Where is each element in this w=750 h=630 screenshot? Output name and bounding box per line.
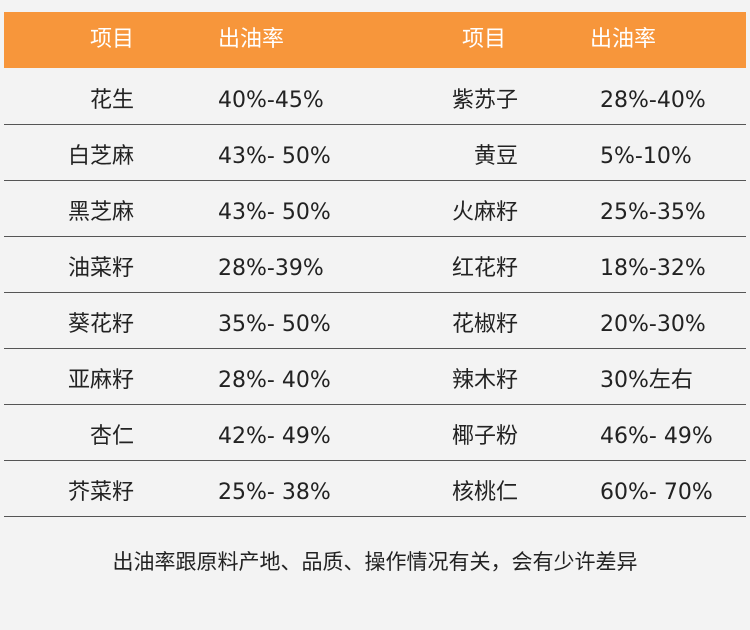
- item-name: 黄豆: [473, 144, 518, 169]
- oil-rate: 25%- 38%: [218, 480, 331, 505]
- row-separator: [4, 292, 746, 293]
- row-separator: [4, 404, 746, 405]
- item-name: 辣木籽: [451, 368, 518, 393]
- oil-rate: 43%- 50%: [218, 144, 331, 169]
- item-name: 芥菜籽: [67, 480, 134, 505]
- header-cell: 项目: [90, 27, 135, 52]
- oil-rate: 60%- 70%: [600, 480, 713, 505]
- oil-rate: 28%-40%: [600, 88, 706, 113]
- oil-rate: 28%-39%: [218, 256, 324, 281]
- item-name: 黑芝麻: [67, 200, 134, 225]
- item-name: 核桃仁: [451, 480, 518, 505]
- oil-rate: 28%- 40%: [218, 368, 331, 393]
- item-name: 紫苏子: [451, 88, 518, 113]
- item-name: 杏仁: [89, 424, 134, 449]
- oil-rate: 5%-10%: [600, 144, 692, 169]
- oil-rate: 35%- 50%: [218, 312, 331, 337]
- item-name: 葵花籽: [67, 312, 134, 337]
- item-name: 椰子粉: [451, 424, 518, 449]
- item-name: 花椒籽: [451, 312, 518, 337]
- oil-rate: 25%-35%: [600, 200, 706, 225]
- header-cell: 项目: [462, 27, 507, 52]
- oil-rate: 30%左右: [600, 368, 693, 393]
- item-name: 亚麻籽: [67, 368, 134, 393]
- oil-rate: 46%- 49%: [600, 424, 713, 449]
- item-name: 火麻籽: [451, 200, 518, 225]
- oil-rate: 42%- 49%: [218, 424, 331, 449]
- row-separator: [4, 236, 746, 237]
- row-separator: [4, 460, 746, 461]
- row-separator: [4, 180, 746, 181]
- item-name: 红花籽: [451, 256, 518, 281]
- oil-rate: 18%-32%: [600, 256, 706, 281]
- header-cell: 出油率: [218, 27, 285, 52]
- footnote: 出油率跟原料产地、品质、操作情况有关，会有少许差异: [112, 550, 638, 574]
- row-separator: [4, 516, 746, 517]
- oil-rate: 43%- 50%: [218, 200, 331, 225]
- header-cell: 出油率: [590, 27, 657, 52]
- row-separator: [4, 348, 746, 349]
- oil-rate: 40%-45%: [218, 88, 324, 113]
- item-name: 油菜籽: [67, 256, 134, 281]
- item-name: 花生: [89, 88, 134, 113]
- row-separator: [4, 124, 746, 125]
- header-band: [4, 12, 746, 68]
- item-name: 白芝麻: [67, 144, 134, 169]
- oil-rate: 20%-30%: [600, 312, 706, 337]
